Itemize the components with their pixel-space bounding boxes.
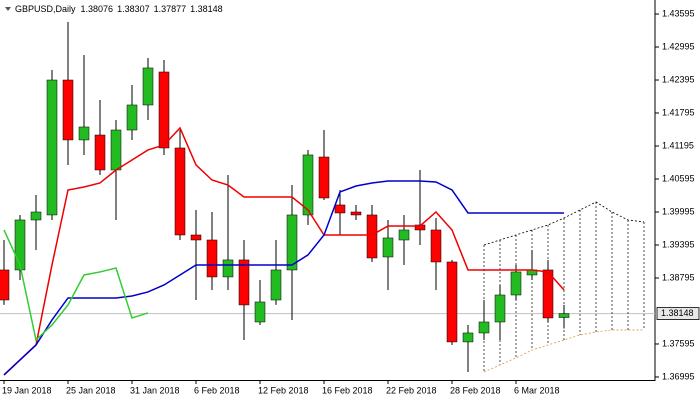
candle-body bbox=[94, 134, 106, 171]
candle-body bbox=[462, 332, 474, 343]
x-tick-label: 6 Feb 2018 bbox=[194, 385, 240, 395]
candle-body bbox=[110, 129, 122, 171]
candle-body bbox=[558, 313, 570, 318]
current-price-box bbox=[656, 307, 700, 320]
candle-body bbox=[446, 261, 458, 343]
y-tick-label: 1.39395 bbox=[662, 239, 695, 249]
candle-body bbox=[14, 219, 26, 271]
candle-body bbox=[190, 234, 202, 241]
y-tick-label: 1.42395 bbox=[662, 74, 695, 84]
candle-body bbox=[334, 204, 346, 214]
candle-body bbox=[270, 269, 282, 301]
y-tick-label: 1.37595 bbox=[662, 338, 695, 348]
candle-body bbox=[286, 214, 298, 271]
candle-body bbox=[510, 271, 522, 296]
y-tick-label: 1.38795 bbox=[662, 272, 695, 282]
indicator-line bbox=[3, 126, 565, 376]
candle-body bbox=[222, 259, 234, 278]
y-tick-label: 1.41795 bbox=[662, 107, 695, 117]
high-value: 1.38307 bbox=[117, 4, 150, 14]
x-tick-label: 25 Jan 2018 bbox=[66, 385, 116, 395]
candle-body bbox=[398, 229, 410, 241]
x-tick-label: 22 Feb 2018 bbox=[386, 385, 437, 395]
candle-body bbox=[30, 211, 42, 221]
y-tick-label: 1.40595 bbox=[662, 173, 695, 183]
candle-body bbox=[62, 79, 74, 141]
candle-body bbox=[174, 147, 186, 236]
x-tick-label: 12 Feb 2018 bbox=[258, 385, 309, 395]
x-tick-label: 16 Feb 2018 bbox=[322, 385, 373, 395]
chart-header: GBPUSD,Daily 1.38076 1.38307 1.37877 1.38148 bbox=[15, 4, 223, 14]
candle-body bbox=[350, 211, 362, 216]
candle-body bbox=[366, 214, 378, 259]
current-price-label: 1.38148 bbox=[661, 308, 694, 318]
indicator-line bbox=[3, 180, 564, 376]
low-value: 1.37877 bbox=[154, 4, 187, 14]
y-tick-label: 1.42995 bbox=[662, 41, 695, 51]
candle-body bbox=[46, 79, 58, 216]
y-tick-label: 1.43595 bbox=[662, 8, 695, 18]
x-tick-label: 6 Mar 2018 bbox=[514, 385, 560, 395]
candle-body bbox=[254, 301, 266, 323]
indicator-line bbox=[3, 229, 149, 342]
candle-body bbox=[238, 259, 250, 306]
candle-body bbox=[430, 229, 442, 263]
candle-body bbox=[206, 239, 218, 278]
candle-body bbox=[542, 269, 554, 319]
candle-body bbox=[126, 104, 138, 131]
candle-body bbox=[494, 294, 506, 323]
x-tick-label: 19 Jan 2018 bbox=[2, 385, 52, 395]
candle-body bbox=[142, 67, 154, 106]
candle-body bbox=[478, 321, 490, 334]
candle-body bbox=[158, 71, 170, 149]
candle-body bbox=[78, 126, 90, 141]
symbol: GBPUSD,Daily bbox=[15, 4, 76, 14]
y-tick-label: 1.36995 bbox=[662, 371, 695, 381]
x-tick-label: 28 Feb 2018 bbox=[450, 385, 501, 395]
close-value: 1.38148 bbox=[190, 4, 223, 14]
menu-icon bbox=[5, 7, 11, 11]
open-value: 1.38076 bbox=[81, 4, 114, 14]
cloud-lower-line bbox=[483, 329, 644, 373]
candle-body bbox=[318, 156, 330, 199]
x-tick-label: 31 Jan 2018 bbox=[130, 385, 180, 395]
candle-body bbox=[382, 237, 394, 258]
y-tick-label: 1.39995 bbox=[662, 206, 695, 216]
cloud-upper-line bbox=[483, 201, 645, 246]
candle-body bbox=[0, 269, 10, 301]
candle-body bbox=[302, 154, 314, 216]
y-tick-label: 1.41195 bbox=[662, 140, 694, 150]
